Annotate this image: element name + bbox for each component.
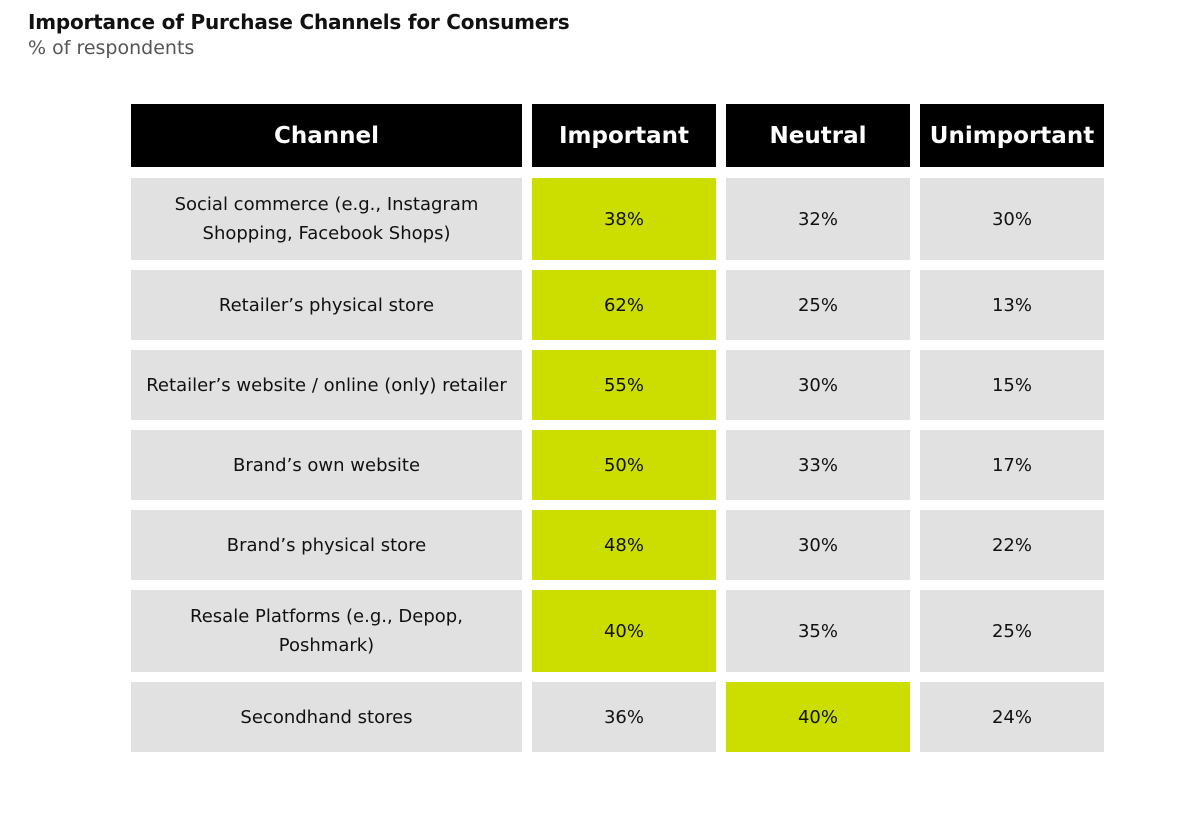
row-brand-website-important: 50% (532, 430, 716, 500)
row-social-commerce-unimportant: 30% (920, 178, 1104, 260)
header-channel: Channel (131, 104, 522, 167)
row-brand-website-unimportant: 17% (920, 430, 1104, 500)
row-brand-physical-store-channel: Brand’s physical store (131, 510, 522, 580)
row-retailer-website-unimportant: 15% (920, 350, 1104, 420)
row-retailer-website-neutral: 30% (726, 350, 910, 420)
row-secondhand-stores-important: 36% (532, 682, 716, 752)
row-resale-platforms-neutral: 35% (726, 590, 910, 672)
row-retailer-physical-store-unimportant: 13% (920, 270, 1104, 340)
header-unimportant: Unimportant (920, 104, 1104, 167)
row-social-commerce-channel: Social commerce (e.g., Instagram Shoppin… (131, 178, 522, 260)
row-resale-platforms-important: 40% (532, 590, 716, 672)
row-retailer-physical-store-important: 62% (532, 270, 716, 340)
row-social-commerce-neutral: 32% (726, 178, 910, 260)
row-social-commerce-important: 38% (532, 178, 716, 260)
row-brand-physical-store-neutral: 30% (726, 510, 910, 580)
header-neutral: Neutral (726, 104, 910, 167)
row-brand-physical-store-unimportant: 22% (920, 510, 1104, 580)
row-resale-platforms-unimportant: 25% (920, 590, 1104, 672)
channel-importance-table: Channel Important Neutral Unimportant So… (131, 104, 1104, 752)
row-retailer-website-channel: Retailer’s website / online (only) retai… (131, 350, 522, 420)
row-retailer-physical-store-neutral: 25% (726, 270, 910, 340)
chart-title: Importance of Purchase Channels for Cons… (28, 10, 570, 34)
row-brand-website-channel: Brand’s own website (131, 430, 522, 500)
chart-subtitle: % of respondents (28, 37, 195, 59)
header-important: Important (532, 104, 716, 167)
row-secondhand-stores-neutral: 40% (726, 682, 910, 752)
row-retailer-physical-store-channel: Retailer’s physical store (131, 270, 522, 340)
row-resale-platforms-channel: Resale Platforms (e.g., Depop, Poshmark) (131, 590, 522, 672)
row-brand-website-neutral: 33% (726, 430, 910, 500)
row-retailer-website-important: 55% (532, 350, 716, 420)
row-brand-physical-store-important: 48% (532, 510, 716, 580)
row-secondhand-stores-channel: Secondhand stores (131, 682, 522, 752)
row-secondhand-stores-unimportant: 24% (920, 682, 1104, 752)
